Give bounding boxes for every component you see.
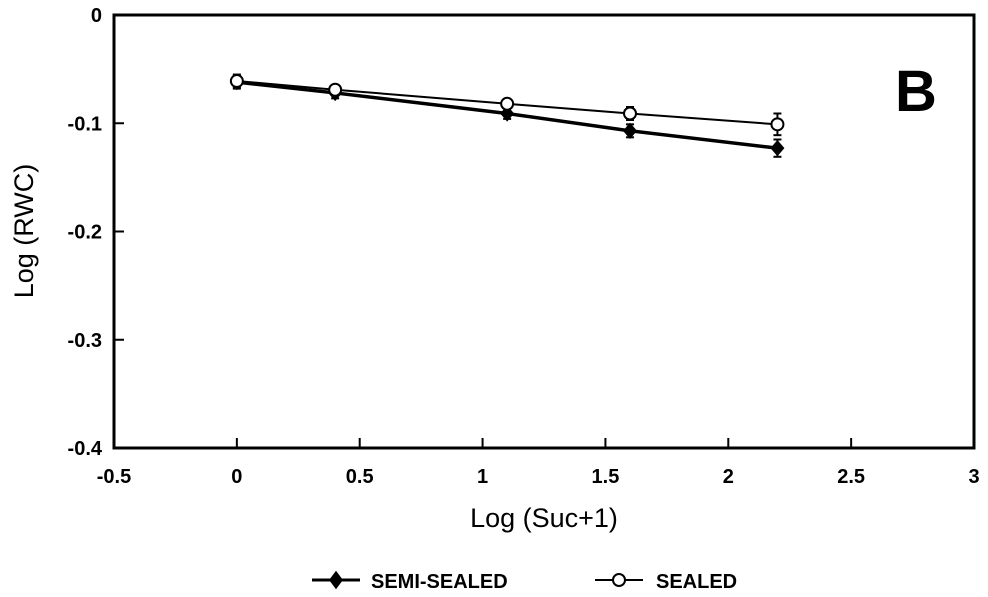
- x-tick-label: 0: [231, 466, 242, 488]
- legend-item-sealed: SEALED: [595, 571, 737, 593]
- x-tick-label: 2: [723, 466, 734, 488]
- x-tick-label: 2.5: [837, 466, 865, 488]
- y-axis-ticks: 0 -0.1 -0.2 -0.3 -0.4: [68, 5, 124, 460]
- x-tick-label: 3: [968, 466, 979, 488]
- x-tick-label: 1: [477, 466, 488, 488]
- series-layer: [229, 73, 785, 158]
- data-point-circle: [229, 74, 244, 89]
- panel-label: B: [895, 59, 937, 124]
- data-point-circle: [500, 96, 515, 111]
- y-tick-label: -0.4: [68, 438, 103, 460]
- y-tick-label: -0.2: [68, 222, 102, 244]
- legend: SEMI-SEALED SEALED: [312, 570, 737, 593]
- y-tick-label: 0: [91, 5, 102, 27]
- legend-diamond-marker: [329, 570, 343, 590]
- legend-label-sealed: SEALED: [656, 571, 737, 593]
- x-axis-ticks: -0.5 0 0.5 1 1.5 2 2.5 3: [97, 438, 980, 488]
- series-sealed: [229, 73, 785, 137]
- x-tick-label: 1.5: [592, 466, 620, 488]
- x-tick-label: -0.5: [97, 466, 131, 488]
- data-point-diamond: [623, 122, 637, 139]
- y-tick-label: -0.3: [68, 330, 102, 352]
- legend-item-semi-sealed: SEMI-SEALED: [312, 570, 508, 593]
- y-axis-title: Log (RWC): [9, 164, 39, 299]
- data-point-diamond: [770, 139, 785, 157]
- x-tick-label: 0.5: [346, 466, 374, 488]
- legend-circle-marker: [612, 573, 626, 587]
- data-point-diamond: [500, 105, 515, 122]
- legend-label-semi-sealed: SEMI-SEALED: [371, 571, 508, 593]
- data-point-circle: [623, 106, 637, 121]
- y-tick-label: -0.1: [68, 113, 102, 135]
- x-axis-title: Log (Suc+1): [470, 503, 618, 533]
- data-point-circle: [770, 117, 785, 132]
- data-point-circle: [328, 82, 343, 97]
